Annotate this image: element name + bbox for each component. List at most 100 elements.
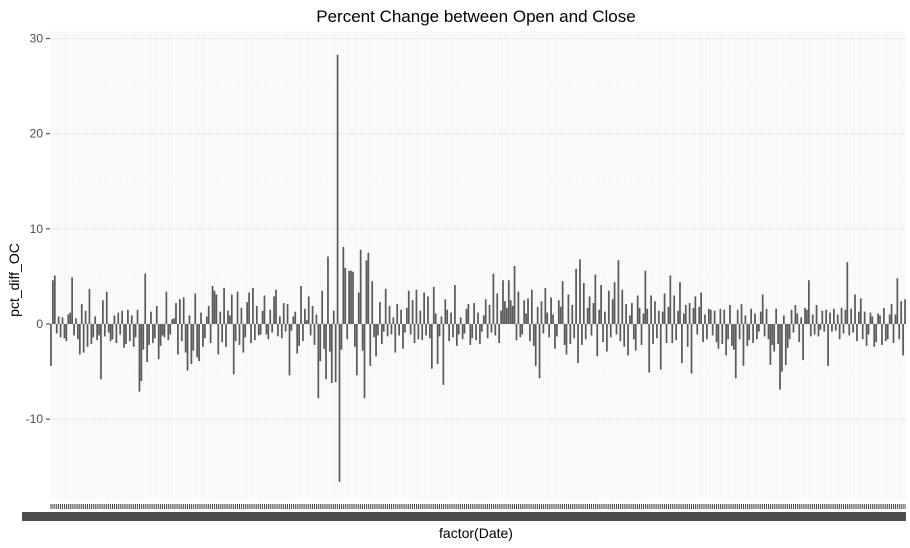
bar xyxy=(502,280,504,325)
bar xyxy=(500,310,502,325)
bar xyxy=(682,313,685,325)
bar xyxy=(153,324,156,339)
bar xyxy=(479,324,481,344)
bar xyxy=(361,324,364,351)
bar xyxy=(398,324,400,336)
bar xyxy=(884,324,887,342)
bar xyxy=(386,324,389,337)
bar xyxy=(781,324,783,372)
bar xyxy=(563,324,566,345)
bar xyxy=(355,324,358,376)
bar xyxy=(211,285,214,325)
bar xyxy=(692,307,695,325)
x-axis-ticks xyxy=(22,504,906,521)
bar xyxy=(325,324,327,380)
bar xyxy=(96,324,98,341)
bar xyxy=(292,316,295,325)
bar xyxy=(59,324,62,338)
bar xyxy=(548,324,551,338)
bar xyxy=(802,324,804,361)
bar xyxy=(223,287,225,325)
bar xyxy=(134,324,137,338)
bar xyxy=(540,301,543,325)
bar xyxy=(529,324,531,342)
bar xyxy=(473,303,476,325)
bar xyxy=(379,302,381,325)
bar xyxy=(123,324,125,348)
bar xyxy=(584,324,587,340)
bar xyxy=(173,318,175,325)
bar xyxy=(532,324,535,346)
bar xyxy=(894,314,897,325)
bar xyxy=(742,324,745,366)
bar xyxy=(821,310,824,325)
bar xyxy=(861,324,864,340)
bar xyxy=(205,316,208,325)
bar xyxy=(184,324,187,353)
bar xyxy=(794,304,797,325)
bar xyxy=(596,324,599,357)
bar xyxy=(836,314,839,325)
bar xyxy=(130,315,133,325)
bar xyxy=(813,324,816,335)
bar xyxy=(663,293,666,325)
bar xyxy=(869,312,872,325)
bar xyxy=(427,296,429,325)
bar xyxy=(275,289,277,325)
bar xyxy=(677,310,679,325)
bar xyxy=(890,304,893,325)
bar xyxy=(323,324,325,349)
minor-gridlines xyxy=(50,31,906,500)
bar xyxy=(638,307,641,325)
bar xyxy=(505,307,508,325)
bar xyxy=(536,306,539,325)
y-tick-label: 10 xyxy=(30,222,44,236)
bar xyxy=(577,324,579,364)
bar xyxy=(613,282,616,325)
bar xyxy=(327,256,329,325)
bar xyxy=(654,301,656,325)
bar xyxy=(271,324,274,333)
bar xyxy=(579,259,581,325)
bar xyxy=(727,324,729,340)
bar xyxy=(881,324,883,345)
bar xyxy=(804,307,806,325)
bar xyxy=(829,312,831,325)
bar xyxy=(831,324,833,332)
bar xyxy=(527,298,529,325)
bar xyxy=(748,324,751,341)
bar xyxy=(215,294,218,325)
bar xyxy=(227,310,229,325)
bar xyxy=(150,311,152,325)
bar xyxy=(344,267,347,325)
bar xyxy=(565,324,568,355)
bar xyxy=(729,304,731,325)
bar xyxy=(671,324,674,344)
bar xyxy=(80,304,83,325)
bars xyxy=(50,54,906,482)
bar xyxy=(848,324,851,336)
bar xyxy=(55,324,58,334)
bar xyxy=(144,273,147,325)
bar xyxy=(461,324,464,340)
bar xyxy=(392,317,395,325)
bar xyxy=(375,324,377,357)
bar xyxy=(492,273,495,325)
bar xyxy=(892,324,895,344)
bar xyxy=(125,324,127,344)
bar xyxy=(644,270,647,325)
bar xyxy=(609,324,612,338)
bar xyxy=(679,282,681,325)
bar xyxy=(63,324,66,339)
bar xyxy=(238,324,241,345)
bar xyxy=(757,324,760,332)
bar xyxy=(482,315,485,325)
bar xyxy=(715,324,718,343)
bar xyxy=(542,324,545,334)
bar xyxy=(734,324,737,379)
bar xyxy=(515,324,518,341)
bar xyxy=(442,324,445,385)
bar xyxy=(336,54,339,325)
bar xyxy=(825,309,828,325)
bar xyxy=(350,270,352,325)
